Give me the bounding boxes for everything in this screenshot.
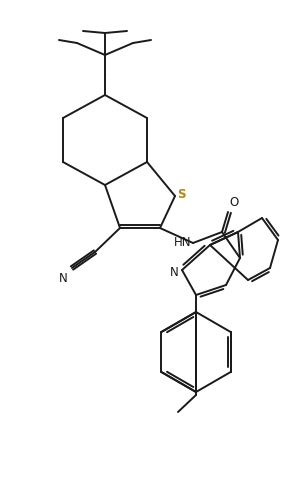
Text: N: N [59,272,68,285]
Text: N: N [170,266,179,278]
Text: HN: HN [174,236,191,248]
Text: O: O [229,196,238,209]
Text: S: S [177,188,185,201]
